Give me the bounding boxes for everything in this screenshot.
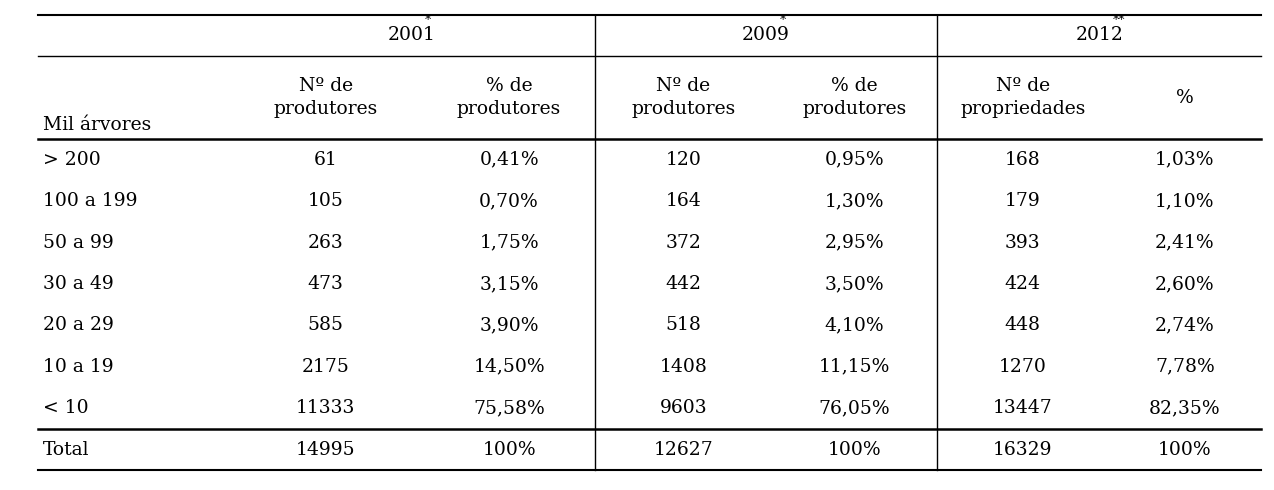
Text: *: * (780, 14, 786, 27)
Text: **: ** (1113, 14, 1126, 27)
Text: 20 a 29: 20 a 29 (43, 317, 115, 334)
Text: 442: 442 (665, 275, 702, 293)
Text: 100%: 100% (483, 441, 536, 459)
Text: 50 a 99: 50 a 99 (43, 234, 115, 251)
Text: 1408: 1408 (660, 358, 707, 376)
Text: 1270: 1270 (999, 358, 1047, 376)
Text: 30 a 49: 30 a 49 (43, 275, 115, 293)
Text: 0,70%: 0,70% (479, 192, 539, 210)
Text: 1,30%: 1,30% (824, 192, 884, 210)
Text: 473: 473 (308, 275, 344, 293)
Text: 61: 61 (313, 151, 338, 169)
Text: 2001: 2001 (387, 26, 436, 45)
Text: 448: 448 (1005, 317, 1041, 334)
Text: 168: 168 (1005, 151, 1041, 169)
Text: 120: 120 (665, 151, 701, 169)
Text: 3,90%: 3,90% (479, 317, 539, 334)
Text: 1,75%: 1,75% (479, 234, 539, 251)
Text: 100 a 199: 100 a 199 (43, 192, 138, 210)
Text: %: % (1176, 89, 1194, 106)
Text: 263: 263 (308, 234, 344, 251)
Text: 100%: 100% (828, 441, 882, 459)
Text: 3,15%: 3,15% (479, 275, 539, 293)
Text: 0,41%: 0,41% (479, 151, 539, 169)
Text: 11,15%: 11,15% (819, 358, 891, 376)
Text: 13447: 13447 (992, 399, 1052, 417)
Text: 424: 424 (1005, 275, 1041, 293)
Text: Nº de
produtores: Nº de produtores (631, 77, 735, 119)
Text: 3,50%: 3,50% (824, 275, 884, 293)
Text: 0,95%: 0,95% (824, 151, 884, 169)
Text: Mil árvores: Mil árvores (43, 116, 152, 134)
Text: 2,95%: 2,95% (824, 234, 884, 251)
Text: % de
produtores: % de produtores (803, 77, 907, 119)
Text: 1,10%: 1,10% (1156, 192, 1214, 210)
Text: 2,41%: 2,41% (1156, 234, 1214, 251)
Text: 82,35%: 82,35% (1149, 399, 1220, 417)
Text: 2175: 2175 (302, 358, 349, 376)
Text: 7,78%: 7,78% (1156, 358, 1214, 376)
Text: 100%: 100% (1158, 441, 1212, 459)
Text: 585: 585 (307, 317, 344, 334)
Text: 2009: 2009 (741, 26, 790, 45)
Text: 10 a 19: 10 a 19 (43, 358, 113, 376)
Text: 1,03%: 1,03% (1156, 151, 1214, 169)
Text: 2,60%: 2,60% (1156, 275, 1214, 293)
Text: < 10: < 10 (43, 399, 89, 417)
Text: 9603: 9603 (660, 399, 707, 417)
Text: 179: 179 (1005, 192, 1041, 210)
Text: 76,05%: 76,05% (819, 399, 891, 417)
Text: 75,58%: 75,58% (473, 399, 545, 417)
Text: 393: 393 (1005, 234, 1041, 251)
Text: 16329: 16329 (992, 441, 1052, 459)
Text: 164: 164 (665, 192, 701, 210)
Text: % de
produtores: % de produtores (457, 77, 562, 119)
Text: > 200: > 200 (43, 151, 101, 169)
Text: 105: 105 (308, 192, 344, 210)
Text: 14,50%: 14,50% (473, 358, 545, 376)
Text: 12627: 12627 (654, 441, 713, 459)
Text: 372: 372 (665, 234, 701, 251)
Text: 518: 518 (665, 317, 701, 334)
Text: Total: Total (43, 441, 89, 459)
Text: Nº de
propriedades: Nº de propriedades (961, 77, 1085, 119)
Text: 11333: 11333 (296, 399, 355, 417)
Text: 4,10%: 4,10% (824, 317, 884, 334)
Text: *: * (426, 14, 432, 27)
Text: 2,74%: 2,74% (1156, 317, 1214, 334)
Text: 14995: 14995 (296, 441, 355, 459)
Text: Nº de
produtores: Nº de produtores (274, 77, 378, 119)
Text: 2012: 2012 (1075, 26, 1124, 45)
